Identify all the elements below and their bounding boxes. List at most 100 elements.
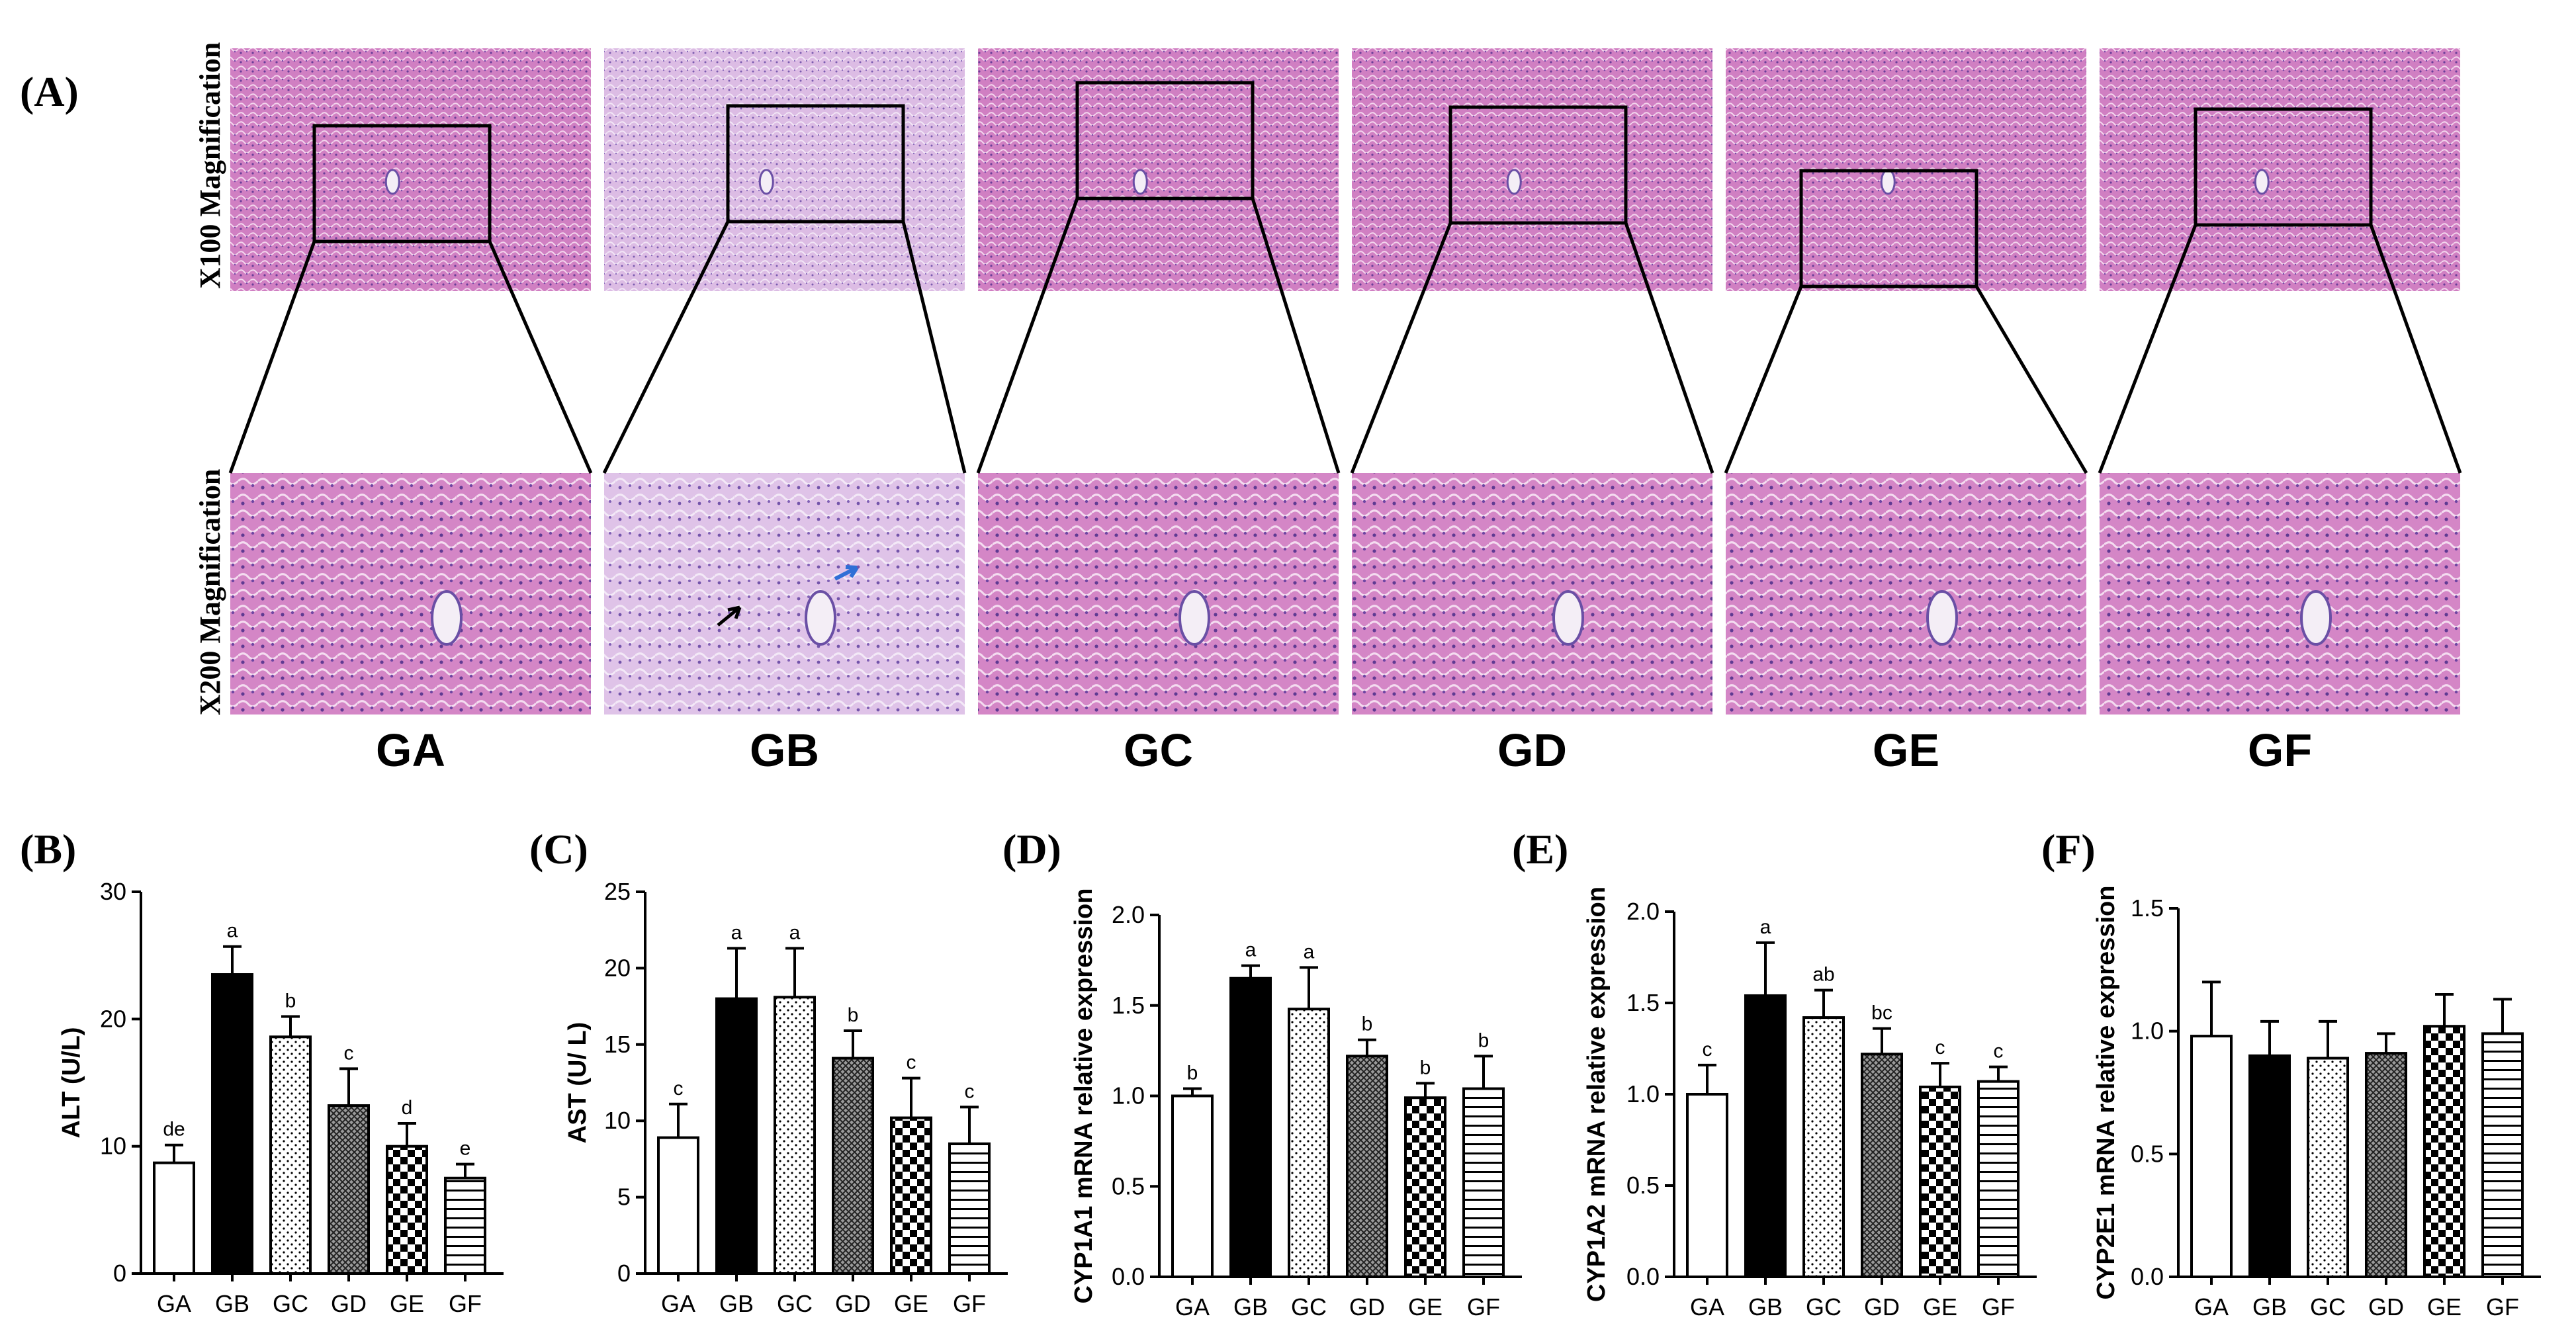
significance-letter: a (1760, 916, 1771, 938)
bar-gd (832, 1057, 874, 1276)
significance-letter: b (1187, 1062, 1198, 1084)
zoom-connector-left (1350, 222, 1452, 474)
bar-gb (715, 997, 758, 1276)
y-tick-label: 1.0 (1112, 1082, 1145, 1109)
group-label-gb: GB (750, 724, 819, 776)
bar-gc (2307, 1057, 2349, 1278)
y-tick-label: 20 (604, 954, 631, 981)
significance-letter: a (731, 922, 742, 943)
bar-gf (1462, 1087, 1505, 1279)
x-tick-label: GE (1408, 1293, 1443, 1321)
vessel-shape (1506, 169, 1522, 195)
y-tick-label: 2.0 (1112, 901, 1145, 928)
bar-gb (211, 973, 253, 1276)
panel-label: (D) (1002, 826, 1061, 873)
zoom-connector-left (228, 241, 316, 474)
zoom-connector-right (901, 221, 967, 474)
x-tick-label: GD (1349, 1293, 1385, 1321)
zoom-connector-left (1724, 286, 1803, 474)
blue-arrow-icon (834, 565, 859, 581)
vessel-shape (805, 590, 836, 646)
vessel-shape (1132, 169, 1148, 195)
significance-letter: b (1420, 1057, 1431, 1078)
zoom-box (726, 104, 905, 224)
significance-letter: a (789, 922, 801, 943)
panel-label: (B) (20, 826, 76, 873)
zoom-connector-left (976, 198, 1079, 474)
row-label-x200: X200 Magnification (194, 469, 226, 716)
panel-a-label: (A) (20, 68, 79, 115)
bar-gd (1346, 1055, 1388, 1278)
x-tick-label: GC (1291, 1293, 1327, 1321)
significance-letter: c (907, 1052, 916, 1074)
x-tick-label: GE (2427, 1293, 2462, 1321)
bar-gd (1861, 1053, 1903, 1279)
chart-e: (E) CYP1A2 mRNA relative expression 0.0 0.5… (1512, 826, 2037, 1321)
x-tick-label: GE (390, 1290, 424, 1317)
significance-letter: c (965, 1080, 975, 1102)
x-tick-label: GA (1690, 1293, 1724, 1321)
zoom-connector-right (488, 240, 593, 474)
bar-gd (328, 1104, 370, 1275)
bar-gf (2481, 1032, 2524, 1278)
micrograph-x200-gb (604, 473, 965, 715)
vessel-shape (431, 590, 463, 646)
y-axis-label: CYP2E1 mRNA relative expression (2092, 886, 2120, 1300)
vessel-shape (1552, 590, 1584, 646)
bar-gf (948, 1142, 991, 1275)
zoom-box (1448, 105, 1628, 225)
micrograph-x200-ge (1726, 473, 2086, 715)
panel-label: (C) (529, 826, 588, 873)
zoom-connector-left (602, 220, 730, 474)
micrograph-x200-gd (1352, 473, 1712, 715)
bar-gc (774, 996, 816, 1275)
significance-letter: b (285, 990, 296, 1012)
x-tick-label: GA (2194, 1293, 2229, 1321)
y-tick-label: 0.0 (2131, 1263, 2164, 1290)
vessel-shape (1926, 590, 1958, 646)
x-tick-label: GF (2486, 1293, 2519, 1321)
y-tick-label: 2.0 (1626, 898, 1660, 925)
y-tick-label: 1.0 (2131, 1018, 2164, 1045)
bar-ga (153, 1161, 195, 1276)
zoom-connector-right (1251, 198, 1341, 474)
group-label-gc: GC (1124, 724, 1193, 776)
micrograph-x100-gc (978, 48, 1339, 291)
y-axis-label: ALT (U/L) (58, 1027, 85, 1138)
significance-letter: a (227, 920, 238, 942)
x-tick-label: GB (2252, 1293, 2287, 1321)
y-tick-label: 1.5 (1626, 989, 1660, 1016)
bar-ga (1171, 1094, 1214, 1278)
chart-d: (D) CYP1A1 mRNA relative expression 0.0 0.5… (1002, 826, 1522, 1321)
vessel-shape (758, 169, 774, 195)
significance-letter: e (460, 1138, 471, 1160)
x-tick-label: GC (777, 1290, 813, 1317)
significance-letter: c (344, 1042, 354, 1064)
bar-ga (657, 1136, 699, 1276)
bar-gb (1229, 976, 1272, 1278)
significance-letter: b (848, 1004, 859, 1026)
bar-gd (2365, 1052, 2407, 1278)
bar-gb (1744, 994, 1787, 1278)
micrograph-x100-gf (2100, 48, 2460, 291)
group-label-gf: GF (2248, 724, 2312, 776)
x-tick-label: GD (331, 1290, 367, 1317)
y-tick-label: 0.0 (1112, 1263, 1145, 1290)
bar-chart-panels: (B)ALT (U/L)0102030deGAaGBbGCcGDdGEeGF(C… (20, 826, 2541, 1321)
row-label-x100: X100 Magnification (194, 42, 226, 289)
y-tick-label: 1.0 (1626, 1080, 1660, 1107)
x-tick-label: GD (835, 1290, 871, 1317)
zoom-connector-right (1624, 222, 1714, 474)
x-tick-label: GB (215, 1290, 249, 1317)
y-tick-label: 30 (100, 878, 126, 905)
significance-letter: a (1245, 939, 1257, 961)
significance-letter: c (1703, 1039, 1712, 1061)
y-tick-label: 0.0 (1626, 1263, 1660, 1290)
x-tick-label: GE (1923, 1293, 1957, 1321)
group-label-ga: GA (376, 724, 445, 776)
significance-letter: a (1304, 941, 1315, 963)
micrograph-x200-gf (2100, 473, 2460, 715)
x-tick-label: GB (719, 1290, 754, 1317)
x-tick-label: GF (1982, 1293, 2015, 1321)
